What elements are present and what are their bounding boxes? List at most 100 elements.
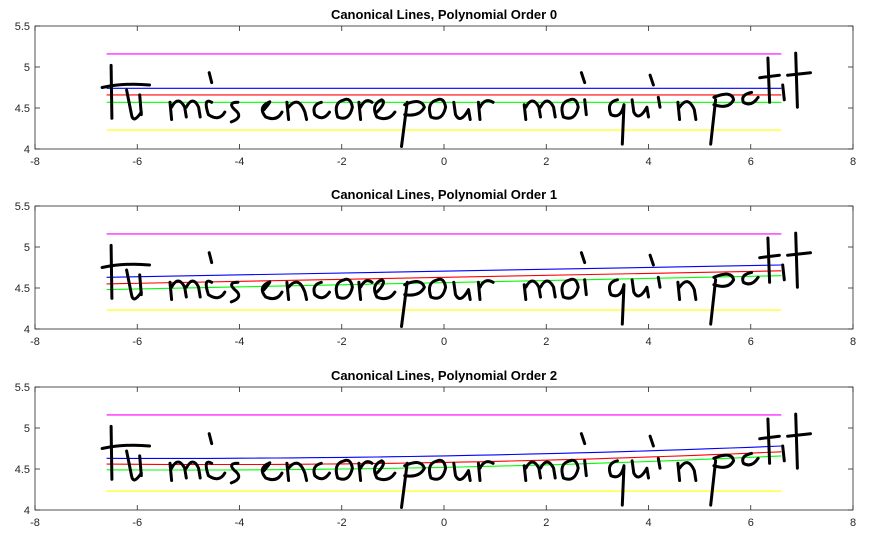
handwriting-stroke xyxy=(285,100,309,121)
x-tick-label: 0 xyxy=(441,156,447,168)
handwriting-stroke xyxy=(476,99,495,121)
y-tick-label: 5 xyxy=(24,423,30,435)
handwriting-stroke xyxy=(204,460,227,481)
handwriting-stroke xyxy=(400,461,426,509)
handwriting-stroke xyxy=(229,461,241,485)
handwriting-stroke xyxy=(312,461,331,481)
handwriting-stroke xyxy=(100,443,151,450)
canonical-line xyxy=(106,264,782,278)
x-tick-label: 0 xyxy=(441,517,447,529)
x-tick-label: 2 xyxy=(543,336,549,348)
handwriting-stroke xyxy=(607,98,626,146)
x-tick-label: 6 xyxy=(748,336,754,348)
handwriting-stroke xyxy=(109,424,114,481)
tick-group: -8 -6 -4 -2 0 2 4 6 8 4 4.5 5 5.5 xyxy=(15,201,856,348)
handwriting-stroke xyxy=(648,253,655,267)
handwriting-stroke xyxy=(100,82,151,89)
handwriting-stroke xyxy=(786,231,812,289)
handwriting-stroke xyxy=(138,454,143,478)
handwriting-stroke xyxy=(741,90,760,106)
handwriting-strokes xyxy=(100,231,812,328)
canonical-line xyxy=(106,270,782,285)
handwriting-stroke xyxy=(648,73,655,87)
tick-group: -8 -6 -4 -2 0 2 4 6 8 4 4.5 5 5.5 xyxy=(15,382,856,529)
handwriting-stroke xyxy=(741,451,760,467)
handwriting-stroke xyxy=(452,100,472,121)
handwriting-stroke xyxy=(207,71,214,85)
handwriting-stroke xyxy=(781,444,786,463)
x-tick-label: 2 xyxy=(543,517,549,529)
handwriting-stroke xyxy=(583,459,588,478)
handwriting-stroke xyxy=(334,97,354,120)
canonical-line xyxy=(106,445,782,459)
handwriting-stroke xyxy=(583,278,588,297)
handwriting-stroke xyxy=(758,56,781,104)
subplot-title: Canonical Lines, Polynomial Order 0 xyxy=(331,7,557,22)
handwriting-stroke xyxy=(781,83,786,102)
handwriting-stroke xyxy=(357,460,374,482)
y-tick-label: 5 xyxy=(24,62,30,74)
handwriting-stroke xyxy=(656,456,662,470)
handwriting-stroke xyxy=(334,458,354,481)
x-tick-label: -8 xyxy=(30,156,40,168)
handwriting-stroke xyxy=(452,280,472,301)
handwriting-stroke xyxy=(260,461,284,482)
handwriting-stroke xyxy=(285,280,309,301)
x-tick-label: 6 xyxy=(748,517,754,529)
y-tick-label: 4 xyxy=(24,144,30,156)
handwriting-stroke xyxy=(125,449,143,482)
handwriting-stroke xyxy=(709,453,736,507)
handwriting-stroke xyxy=(229,280,241,304)
tick-group: -8 -6 -4 -2 0 2 4 6 8 4 4.5 5 5.5 xyxy=(15,21,856,168)
handwriting-stroke xyxy=(109,63,114,120)
subplot-title: Canonical Lines, Polynomial Order 2 xyxy=(331,368,557,383)
handwriting-stroke xyxy=(630,98,650,119)
handwriting-stroke xyxy=(168,279,202,301)
handwriting-strokes xyxy=(100,412,812,509)
y-tick-label: 4 xyxy=(24,324,30,336)
axes-box xyxy=(34,25,854,150)
x-tick-label: -2 xyxy=(337,156,347,168)
subplot-order-1: Canonical Lines, Polynomial Order 1 -8 -6… xyxy=(15,187,856,348)
handwriting-stroke xyxy=(357,99,374,121)
x-tick-label: 8 xyxy=(850,517,856,529)
handwriting-stroke xyxy=(400,100,426,148)
handwriting-stroke xyxy=(560,458,580,481)
handwriting-stroke xyxy=(630,278,650,299)
subplot-order-0: Canonical Lines, Polynomial Order 0 -8 -6… xyxy=(15,7,856,168)
handwriting-stroke xyxy=(427,97,448,120)
x-tick-label: -8 xyxy=(30,336,40,348)
x-tick-label: 8 xyxy=(850,336,856,348)
y-tick-label: 4.5 xyxy=(15,283,30,295)
handwriting-stroke xyxy=(109,243,114,300)
handwriting-stroke xyxy=(786,412,812,470)
x-tick-label: 0 xyxy=(441,336,447,348)
handwriting-stroke xyxy=(656,95,662,109)
handwriting-stroke xyxy=(648,434,655,448)
handwriting-stroke xyxy=(522,460,557,482)
x-tick-label: 4 xyxy=(645,517,651,529)
handwriting-stroke xyxy=(168,460,202,482)
handwriting-stroke xyxy=(427,277,448,300)
handwriting-stroke xyxy=(579,251,587,265)
handwriting-stroke xyxy=(138,273,143,297)
x-tick-label: 6 xyxy=(748,156,754,168)
handwriting-stroke xyxy=(560,277,580,300)
handwriting-stroke xyxy=(476,460,495,482)
handwriting-stroke xyxy=(204,279,227,300)
subplot-title: Canonical Lines, Polynomial Order 1 xyxy=(331,187,557,202)
handwriting-stroke xyxy=(207,432,214,446)
handwriting-stroke xyxy=(125,88,143,121)
subplot-order-2: Canonical Lines, Polynomial Order 2 -8 -6… xyxy=(15,368,856,529)
handwriting-stroke xyxy=(522,99,557,121)
handwriting-stroke xyxy=(204,99,227,120)
handwriting-stroke xyxy=(138,93,143,117)
handwriting-stroke xyxy=(400,280,426,328)
handwriting-stroke xyxy=(758,417,781,465)
handwriting-stroke xyxy=(630,459,650,480)
x-tick-label: -2 xyxy=(337,517,347,529)
handwriting-stroke xyxy=(579,71,587,85)
handwriting-stroke xyxy=(656,275,662,289)
handwriting-stroke xyxy=(312,280,331,300)
x-tick-label: 4 xyxy=(645,336,651,348)
